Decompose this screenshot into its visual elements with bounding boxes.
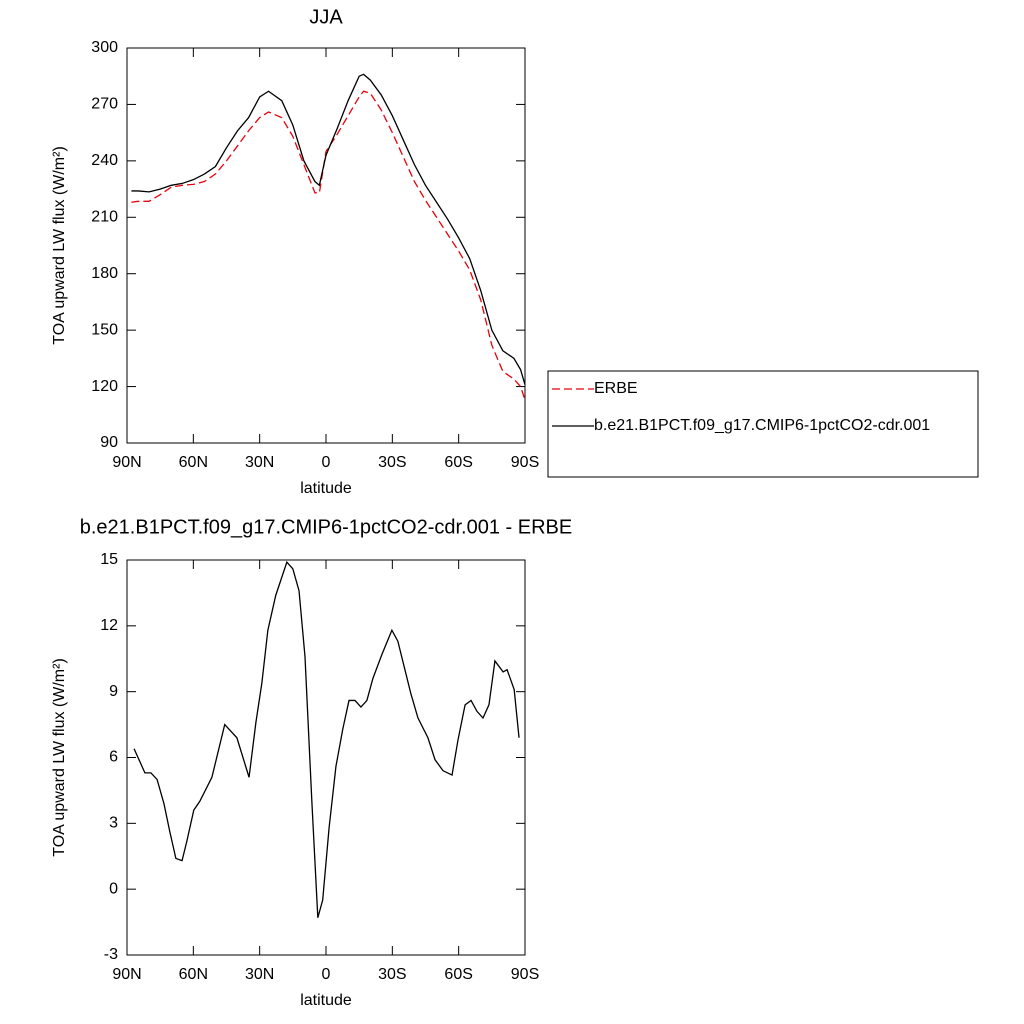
y-tick-label: 9 <box>109 683 118 700</box>
legend-box <box>547 370 979 478</box>
plot-frame <box>126 559 526 956</box>
y-tick-label: 90 <box>100 434 118 451</box>
data-line <box>133 560 520 918</box>
y-tick-label: 150 <box>91 321 118 338</box>
y-tick-label: 15 <box>100 551 118 568</box>
y-tick-label: 300 <box>91 39 118 56</box>
x-tick-label: 30N <box>245 966 274 983</box>
x-tick-label: 60S <box>444 454 472 471</box>
y-tick-label: 6 <box>109 749 118 766</box>
legend-label: ERBE <box>594 380 638 397</box>
x-tick-label: 60N <box>179 966 208 983</box>
y-tick-label: 180 <box>91 265 118 282</box>
y-axis-label: TOA upward LW flux (W/m²) <box>51 146 68 345</box>
y-tick-label: 3 <box>109 815 118 832</box>
x-axis-label: latitude <box>300 480 352 497</box>
y-tick-label: 270 <box>91 96 118 113</box>
x-tick-label: 60N <box>179 454 208 471</box>
chart-title: b.e21.B1PCT.f09_g17.CMIP6-1pctCO2-cdr.00… <box>80 516 572 538</box>
x-tick-label: 30S <box>378 966 406 983</box>
plot-frame <box>126 47 526 444</box>
x-tick-label: 60S <box>444 966 472 983</box>
x-tick-label: 0 <box>322 966 331 983</box>
x-tick-label: 30S <box>378 454 406 471</box>
x-tick-label: 30N <box>245 454 274 471</box>
x-tick-label: 90S <box>511 966 539 983</box>
y-tick-label: 12 <box>100 617 118 634</box>
x-tick-label: 90N <box>112 454 141 471</box>
data-line <box>131 90 526 400</box>
x-tick-label: 90N <box>112 966 141 983</box>
y-tick-label: 210 <box>91 209 118 226</box>
y-tick-label: 120 <box>91 378 118 395</box>
x-axis-label: latitude <box>300 992 352 1009</box>
data-line <box>131 73 526 385</box>
x-tick-label: 90S <box>511 454 539 471</box>
x-tick-label: 0 <box>322 454 331 471</box>
y-tick-label: 0 <box>109 880 118 897</box>
legend-label: b.e21.B1PCT.f09_g17.CMIP6-1pctCO2-cdr.00… <box>594 417 930 434</box>
chart-title: JJA <box>309 6 343 28</box>
y-axis-label: TOA upward LW flux (W/m²) <box>51 658 68 857</box>
y-tick-label: -3 <box>104 946 118 963</box>
y-tick-label: 240 <box>91 152 118 169</box>
